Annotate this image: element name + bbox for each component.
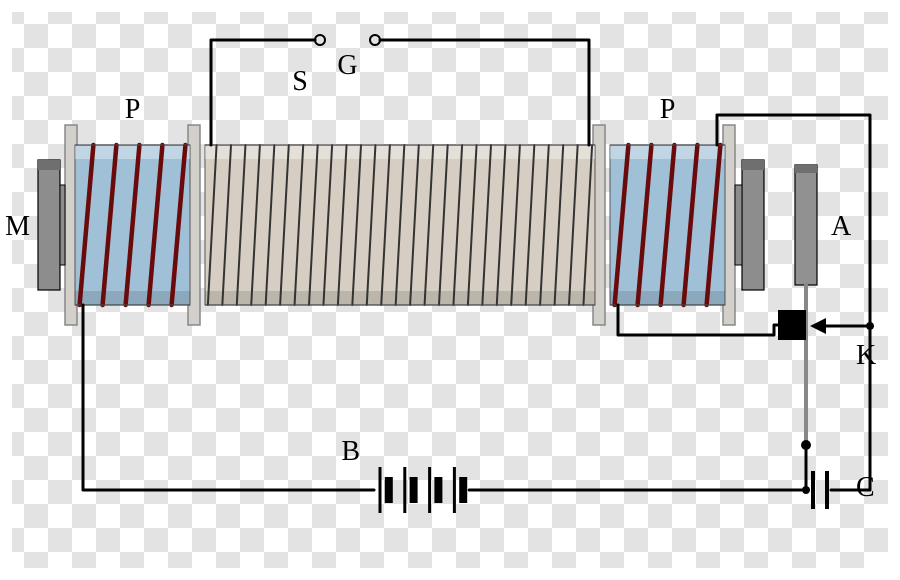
label-G: G bbox=[337, 50, 357, 81]
label-B: B bbox=[341, 436, 360, 467]
core-end-left bbox=[38, 160, 60, 290]
armature bbox=[795, 165, 817, 285]
diagram-layer: GS P P M A K C B bbox=[5, 35, 876, 513]
label-A: A bbox=[831, 211, 852, 242]
label-C: C bbox=[856, 472, 875, 503]
core-end-right bbox=[742, 160, 764, 290]
label-P_right: P bbox=[660, 94, 676, 125]
label-S: S bbox=[292, 66, 308, 97]
label-P_left: P bbox=[125, 94, 141, 125]
induction-coil-diagram: GS P P M A K C B bbox=[0, 0, 900, 580]
contact-k bbox=[778, 310, 806, 340]
label-M: M bbox=[5, 211, 30, 242]
arrow-to-k bbox=[810, 318, 826, 334]
label-K: K bbox=[856, 340, 876, 371]
